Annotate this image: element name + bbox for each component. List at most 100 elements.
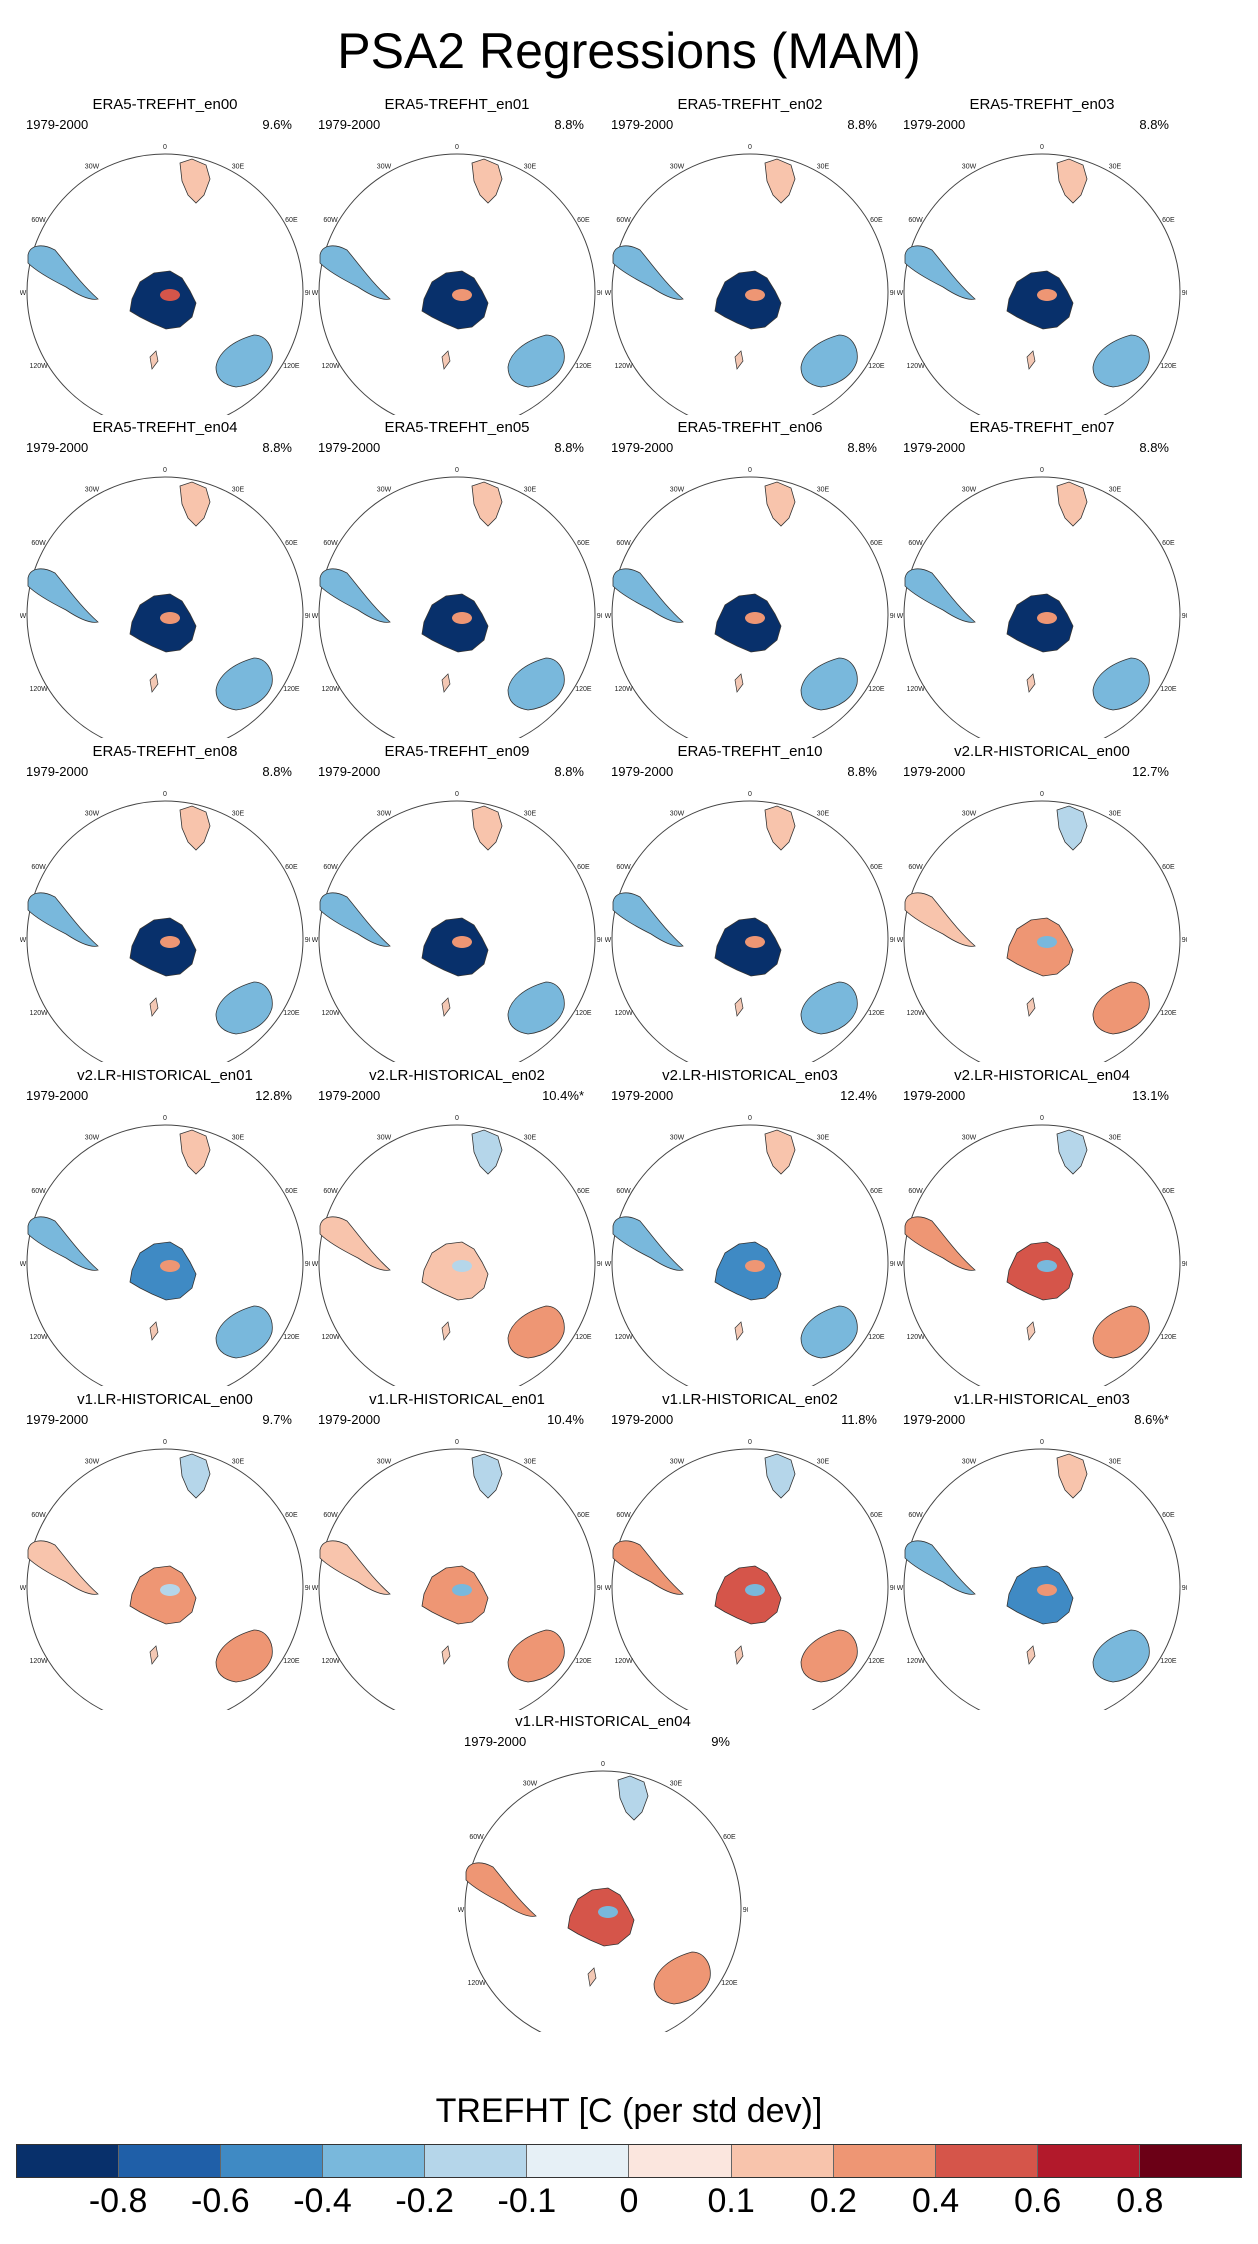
- longitude-label: 0: [601, 1761, 605, 1768]
- map-panel: ERA5-TREFHT_en03 1979-2000 8.8% 0 30E 60E 90E 1…: [897, 95, 1187, 415]
- colorbar-swatch: [118, 2145, 221, 2177]
- longitude-label: 60W: [323, 1512, 338, 1519]
- longitude-label: 120E: [1160, 363, 1177, 370]
- anomaly-patch: [745, 1584, 765, 1596]
- colorbar-tick-label: -0.2: [395, 2182, 454, 2220]
- map-panel: v2.LR-HISTORICAL_en02 1979-2000 10.4%* 0 30E…: [312, 1066, 602, 1386]
- antarctica-region: [714, 917, 782, 977]
- longitude-label: 60W: [616, 540, 631, 547]
- longitude-label: 60E: [285, 1512, 298, 1519]
- colorbar-tick-label: -0.6: [191, 2182, 250, 2220]
- longitude-label: 60W: [31, 864, 46, 871]
- map-panel: ERA5-TREFHT_en04 1979-2000 8.8% 0 30E 60E 90E 1…: [20, 418, 310, 738]
- map-panel: v1.LR-HISTORICAL_en04 1979-2000 9% 0 30E 60E 9…: [458, 1712, 748, 2032]
- colorbar-swatch: [628, 2145, 731, 2177]
- anomaly-patch: [745, 612, 765, 624]
- anomaly-patch: [160, 1260, 180, 1272]
- longitude-label: 120E: [1160, 1658, 1177, 1665]
- longitude-label: 90W: [605, 290, 612, 297]
- longitude-label: 60W: [616, 1188, 631, 1195]
- longitude-label: 60W: [31, 217, 46, 224]
- longitude-label: 30E: [524, 1459, 537, 1466]
- australia-region: [1092, 1629, 1150, 1683]
- antarctica-region: [129, 1565, 197, 1625]
- colorbar-tick-label: -0.8: [88, 2182, 148, 2220]
- period-label: 1979-2000: [26, 440, 88, 455]
- australia-region: [1092, 657, 1150, 711]
- panel-title: v2.LR-HISTORICAL_en03: [662, 1067, 838, 1084]
- longitude-label: 120W: [614, 686, 633, 693]
- longitude-label: 0: [455, 791, 459, 798]
- variance-percent: 8.8%: [262, 764, 292, 779]
- map-panel: v2.LR-HISTORICAL_en04 1979-2000 13.1% 0 30E 6…: [897, 1066, 1187, 1386]
- longitude-label: 0: [455, 467, 459, 474]
- australia-region: [507, 1305, 565, 1359]
- period-label: 1979-2000: [26, 117, 88, 132]
- new-zealand-outline: [734, 997, 744, 1017]
- longitude-label: 120W: [614, 1334, 633, 1341]
- longitude-label: 0: [455, 144, 459, 151]
- longitude-label: 30W: [523, 1781, 538, 1788]
- australia-region: [800, 657, 858, 711]
- panel-title: v1.LR-HISTORICAL_en02: [662, 1391, 838, 1408]
- period-label: 1979-2000: [903, 1412, 965, 1427]
- new-zealand-outline: [149, 997, 159, 1017]
- africa-region: [179, 805, 211, 851]
- antarctica-region: [1006, 593, 1074, 653]
- longitude-label: 60E: [577, 864, 590, 871]
- south-america-region: [904, 1540, 976, 1595]
- longitude-label: 60W: [616, 1512, 631, 1519]
- longitude-label: 120E: [868, 1010, 885, 1017]
- africa-region: [1056, 1129, 1088, 1175]
- longitude-label: 30E: [524, 811, 537, 818]
- australia-region: [215, 334, 273, 388]
- longitude-label: 120W: [906, 1010, 925, 1017]
- colorbar-labels: -0.8 -0.6 -0.4 -0.2 -0.1 0 0.1 0.2 0.4 0.6 0.8: [0, 2182, 1258, 2232]
- longitude-label: 60E: [870, 1188, 883, 1195]
- longitude-label: 90E: [890, 290, 895, 297]
- south-america-region: [319, 892, 391, 947]
- longitude-label: 60W: [616, 217, 631, 224]
- panel-title: ERA5-TREFHT_en10: [677, 743, 822, 760]
- variance-percent: 10.4%: [547, 1412, 584, 1427]
- variance-percent: 12.7%: [1132, 764, 1169, 779]
- longitude-label: 120W: [321, 686, 340, 693]
- variance-percent: 8.8%: [847, 440, 877, 455]
- longitude-label: 120W: [321, 363, 340, 370]
- longitude-label: 0: [455, 1115, 459, 1122]
- south-america-region: [904, 1216, 976, 1271]
- new-zealand-outline: [1026, 350, 1036, 370]
- new-zealand-outline: [1026, 673, 1036, 693]
- antarctica-region: [421, 270, 489, 330]
- new-zealand-outline: [149, 673, 159, 693]
- longitude-label: 0: [163, 791, 167, 798]
- anomaly-patch: [160, 612, 180, 624]
- map-panel: ERA5-TREFHT_en00 1979-2000 9.6% 0 30E 60E 90E 1…: [20, 95, 310, 415]
- longitude-label: 90W: [312, 613, 319, 620]
- longitude-label: 90E: [1182, 1261, 1187, 1268]
- australia-region: [215, 1629, 273, 1683]
- panel-title: v1.LR-HISTORICAL_en00: [77, 1391, 253, 1408]
- variance-percent: 13.1%: [1132, 1088, 1169, 1103]
- panel-grid: ERA5-TREFHT_en00 1979-2000 9.6% 0 30E 60E 90E 1…: [20, 95, 1187, 2032]
- longitude-label: 120W: [614, 1010, 633, 1017]
- longitude-label: 120W: [321, 1658, 340, 1665]
- longitude-label: 0: [748, 467, 752, 474]
- longitude-label: 60E: [723, 1834, 736, 1841]
- period-label: 1979-2000: [318, 117, 380, 132]
- australia-region: [507, 1629, 565, 1683]
- longitude-label: 90E: [597, 1261, 602, 1268]
- longitude-label: 60W: [323, 217, 338, 224]
- australia-region: [215, 981, 273, 1035]
- colorbar-swatch: [934, 2145, 1037, 2177]
- polar-map: ERA5-TREFHT_en03 1979-2000 8.8% 0 30E 60E 90E 1…: [897, 96, 1187, 415]
- longitude-label: 60E: [870, 217, 883, 224]
- longitude-label: 60E: [1162, 1188, 1175, 1195]
- longitude-label: 90W: [605, 1261, 612, 1268]
- longitude-label: 30W: [670, 1135, 685, 1142]
- longitude-label: 60E: [285, 540, 298, 547]
- south-america-region: [612, 245, 684, 300]
- longitude-label: 90E: [597, 613, 602, 620]
- longitude-label: 120E: [868, 1658, 885, 1665]
- new-zealand-outline: [734, 1321, 744, 1341]
